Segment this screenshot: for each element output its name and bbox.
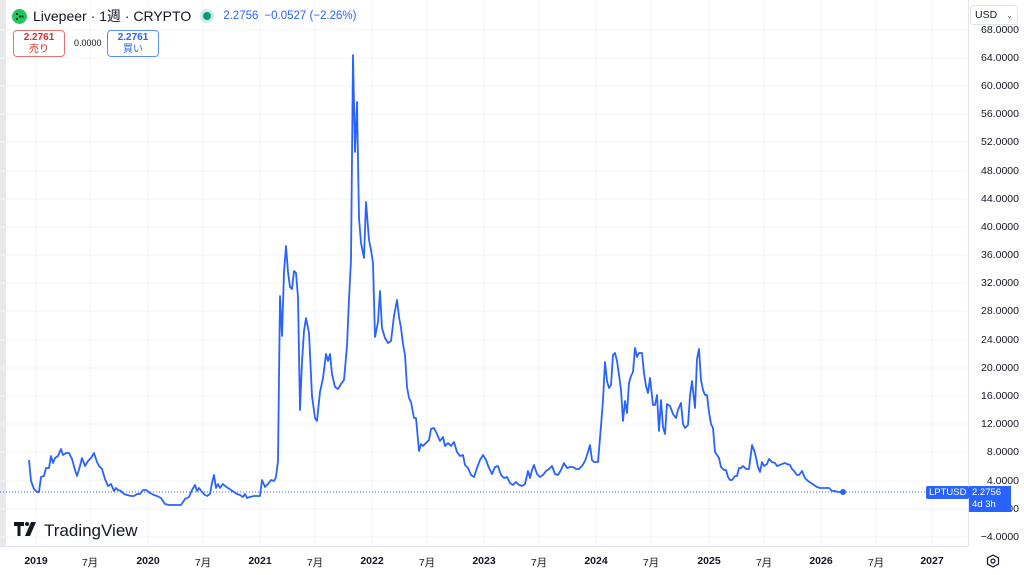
chart-plot-area[interactable] (0, 0, 968, 546)
sell-price: 2.2761 (23, 32, 55, 43)
currency-selector[interactable]: USD ⌄ (970, 5, 1018, 25)
y-tick: 68.0000 (981, 24, 1019, 36)
livepeer-logo-icon (12, 8, 27, 24)
x-tick: 7月 (755, 557, 773, 569)
x-tick: 7月 (530, 557, 548, 569)
tradingview-mark-icon (14, 521, 38, 541)
current-price-dot (840, 489, 846, 495)
last-price: 2.2756 (223, 10, 259, 22)
y-tick: 64.0000 (981, 52, 1019, 64)
x-tick: 7月 (81, 557, 99, 569)
y-tick: 24.0000 (981, 334, 1019, 346)
price-chart-svg (0, 0, 968, 546)
x-tick: 7月 (642, 557, 660, 569)
price-line (28, 54, 843, 506)
x-tick: 2019 (24, 555, 48, 567)
y-tick: 20.0000 (981, 362, 1019, 374)
tradingview-wordmark: TradingView (44, 521, 138, 540)
settings-hexagon-icon (986, 554, 1000, 568)
last-price-tag-value: 2.2756 (972, 487, 1002, 498)
left-panel-edge (0, 0, 6, 574)
x-tick: 7月 (867, 557, 885, 569)
x-tick: 2020 (136, 555, 160, 567)
market-status-dot-icon (203, 12, 212, 20)
x-tick: 2024 (584, 555, 608, 567)
x-tick: 2027 (920, 555, 944, 567)
x-tick: 7月 (194, 557, 212, 569)
x-tick: 2025 (697, 555, 721, 567)
y-tick: 28.0000 (981, 305, 1019, 317)
y-tick: 4.0000 (986, 475, 1019, 487)
y-tick: 8.0000 (986, 446, 1019, 458)
currency-value: USD (975, 9, 998, 21)
sell-button[interactable]: 2.2761 売り (13, 30, 65, 57)
x-tick: 2021 (248, 555, 272, 567)
y-tick: 48.0000 (981, 165, 1019, 177)
y-tick: −4.0000 (980, 531, 1019, 543)
y-tick: 52.0000 (981, 136, 1019, 148)
buy-price: 2.2761 (117, 32, 149, 43)
x-tick: 7月 (418, 557, 436, 569)
x-tick: 2022 (360, 555, 384, 567)
y-tick: 60.0000 (981, 80, 1019, 92)
symbol-price-tag: LPTUSD (926, 486, 970, 499)
x-tick: 2026 (809, 555, 833, 567)
spread-value: 0.0000 (74, 38, 102, 48)
bar-countdown: 4d 3h (972, 499, 996, 510)
y-tick: 44.0000 (981, 193, 1019, 205)
chart-legend-header: Livepeer · 1週 · CRYPTO 2.2756 −0.0527 (−… (12, 6, 356, 26)
price-axis[interactable]: 68.0000 64.0000 60.0000 56.0000 52.0000 … (968, 0, 1024, 546)
price-change: −0.0527 (−2.26%) (264, 10, 357, 22)
grid (0, 0, 968, 546)
time-axis[interactable]: 2019 7月 2020 7月 2021 7月 2022 7月 2023 7月 … (0, 546, 968, 575)
x-tick: 7月 (306, 557, 324, 569)
tradingview-logo[interactable]: TradingView (14, 521, 138, 541)
sell-label: 売り (29, 44, 49, 55)
symbol-title[interactable]: Livepeer · 1週 · CRYPTO (33, 8, 192, 24)
y-tick: 40.0000 (981, 221, 1019, 233)
x-tick: 2023 (472, 555, 496, 567)
y-tick: 16.0000 (981, 390, 1019, 402)
y-tick: 32.0000 (981, 277, 1019, 289)
chart-settings-button[interactable] (986, 554, 1000, 568)
buy-button[interactable]: 2.2761 買い (107, 30, 159, 57)
last-price-tag: 2.2756 4d 3h (969, 486, 1011, 512)
y-tick: 12.0000 (981, 418, 1019, 430)
chevron-down-icon: ⌄ (1006, 10, 1013, 20)
y-tick: 56.0000 (981, 108, 1019, 120)
buy-label: 買い (123, 44, 143, 55)
y-tick: 36.0000 (981, 249, 1019, 261)
